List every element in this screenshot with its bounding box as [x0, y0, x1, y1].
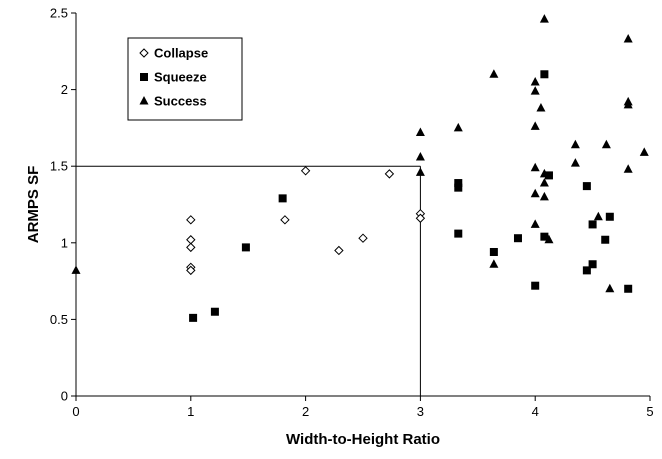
squeeze-point [540, 70, 549, 79]
legend: Collapse Squeeze Success [127, 37, 243, 121]
success-point [530, 86, 540, 95]
squeeze-point [189, 313, 198, 322]
success-point [570, 139, 580, 149]
collapse-point [186, 242, 196, 253]
squeeze-point [624, 284, 633, 293]
success-point [530, 121, 540, 130]
legend-marker-success [139, 96, 149, 105]
squeeze-point [582, 266, 591, 275]
success-point [623, 164, 633, 173]
success-point [623, 34, 633, 43]
legend-label-collapse: Collapse [154, 46, 208, 61]
legend-label-success: Success [154, 94, 207, 109]
x-tick-label: 5 [646, 404, 653, 419]
success-point [489, 69, 499, 78]
squeeze-point [454, 179, 463, 188]
tick-labels: 0 1 2 3 4 5 0 0.5 1 1.5 2 2.5 [50, 6, 654, 420]
x-tick-label: 4 [532, 404, 539, 419]
success-point [539, 178, 549, 187]
success-point [570, 158, 580, 167]
reference-lines [76, 165, 421, 396]
y-tick-label: 0 [61, 389, 68, 404]
squeeze-point [582, 182, 591, 191]
success-point [539, 191, 549, 201]
success-point [539, 168, 549, 178]
x-tick-label: 2 [302, 404, 309, 419]
success-point [530, 219, 540, 228]
x-axis-title: Width-to-Height Ratio [286, 431, 440, 448]
y-axis-title: ARMPS SF [25, 166, 42, 244]
success-point [415, 152, 425, 161]
collapse-point [300, 166, 311, 176]
squeeze-point [531, 281, 540, 290]
y-tick-label: 2 [61, 82, 68, 97]
y-tick-label: 1.5 [50, 159, 68, 174]
collapse-point [186, 215, 196, 225]
legend-marker-squeeze [140, 73, 148, 81]
x-tick-label: 3 [417, 404, 424, 419]
squeeze-point [605, 212, 614, 221]
squeeze-point [210, 307, 219, 316]
success-point [601, 139, 611, 149]
y-tick-label: 2.5 [50, 6, 68, 21]
collapse-point [334, 245, 344, 256]
collapse-point [280, 215, 290, 225]
success-point [415, 167, 425, 176]
y-tick-label: 1 [61, 235, 68, 250]
success-point [71, 265, 81, 274]
collapse-point [186, 235, 196, 245]
squeeze-point [454, 183, 463, 192]
squeeze-point [278, 194, 287, 203]
success-point [593, 211, 603, 221]
collapse-point [358, 233, 368, 243]
data-points [71, 14, 649, 322]
squeeze-point [454, 229, 463, 238]
squeeze-point [489, 247, 498, 256]
success-point [415, 127, 425, 136]
success-point [539, 14, 549, 23]
squeeze-point [601, 235, 610, 244]
axes [71, 12, 651, 401]
success-point [453, 122, 463, 132]
collapse-point [384, 169, 395, 179]
squeeze-point [241, 243, 250, 252]
x-tick-label: 0 [72, 404, 79, 419]
squeeze-point [588, 220, 597, 229]
success-point [530, 188, 540, 198]
success-point [639, 147, 649, 156]
success-point [623, 99, 633, 109]
squeeze-point [544, 171, 553, 180]
success-point [536, 102, 546, 112]
collapse-point [186, 265, 196, 276]
y-tick-label: 0.5 [50, 312, 68, 327]
success-point [605, 283, 615, 293]
x-tick-label: 1 [187, 404, 194, 419]
success-point [530, 76, 540, 86]
collapse-point [415, 213, 426, 223]
legend-label-squeeze: Squeeze [154, 70, 207, 85]
success-point [544, 234, 554, 244]
success-point [489, 259, 499, 268]
squeeze-point [513, 234, 522, 243]
squeeze-point [588, 260, 597, 269]
squeeze-point [540, 232, 549, 241]
success-point [530, 162, 540, 172]
legend-marker-collapse [139, 48, 149, 58]
